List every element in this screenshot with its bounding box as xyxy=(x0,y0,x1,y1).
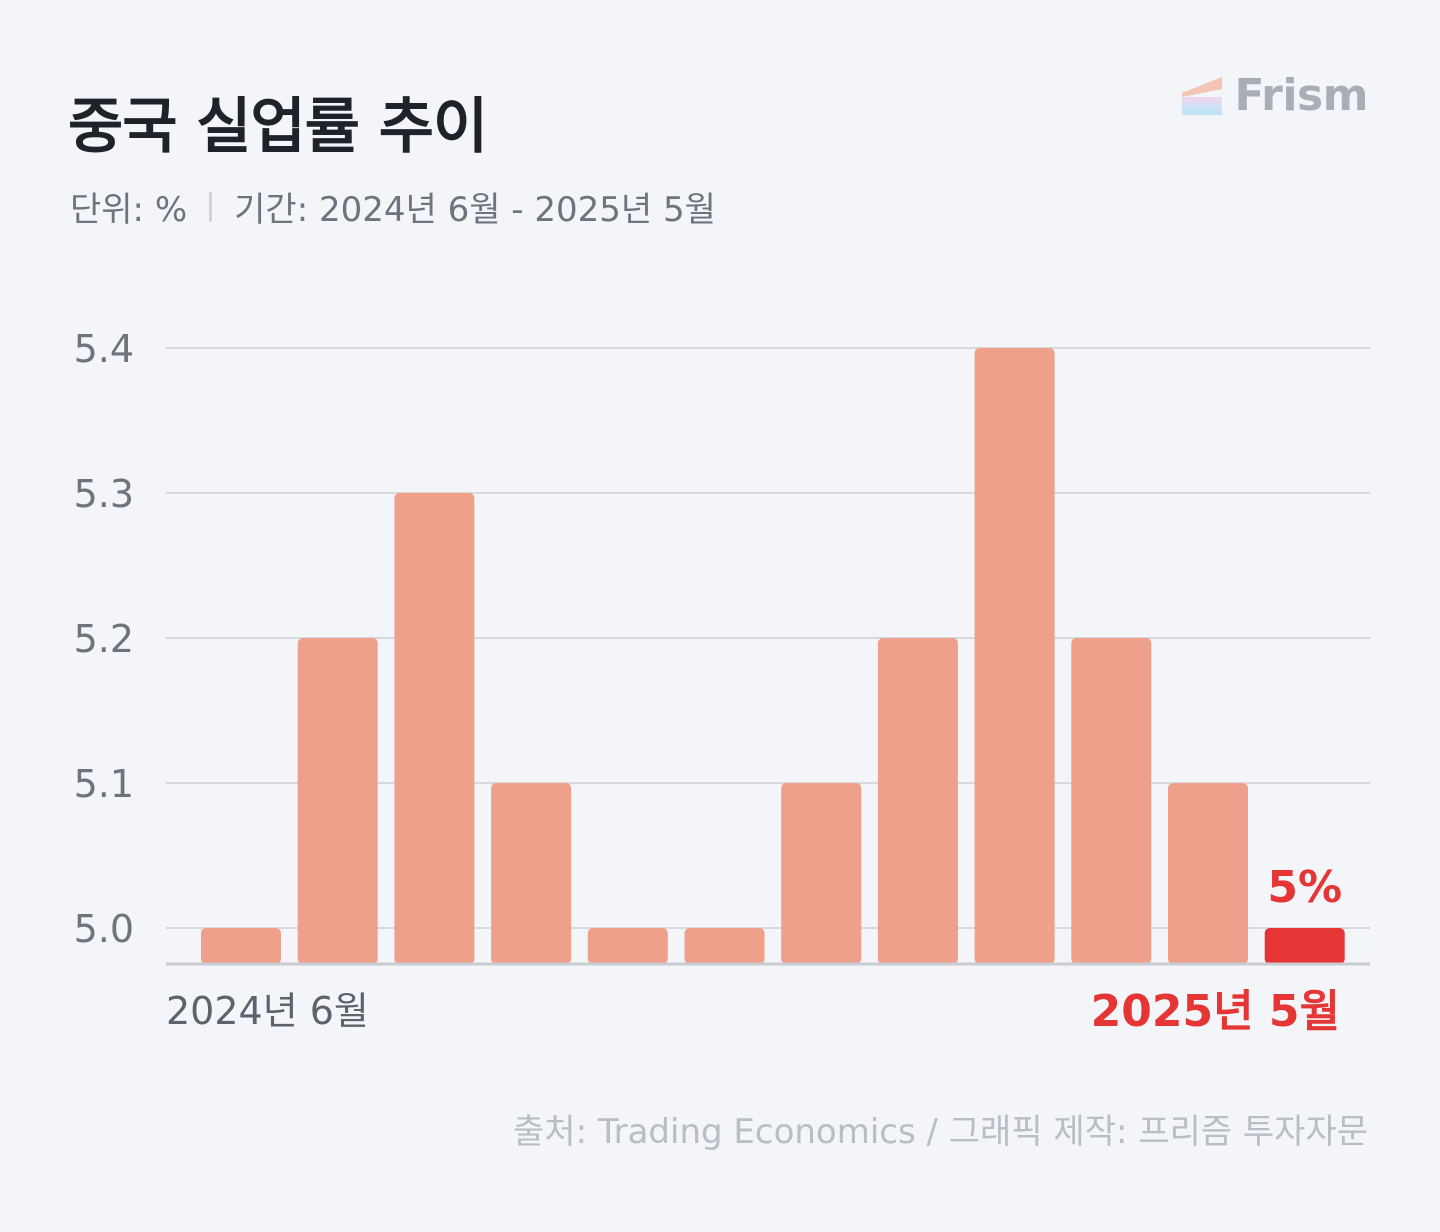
bar xyxy=(491,783,572,964)
brand-logo: Frism xyxy=(1182,70,1368,121)
source-note: 출처: Trading Economics / 그래픽 제작: 프리즘 투자자문 xyxy=(513,1112,1368,1152)
x-tick-label-last: 2025년 5월 xyxy=(1091,986,1340,1037)
chart-title: 중국 실업률 추이 xyxy=(68,92,488,162)
chart-subtitle: 단위: % 기간: 2024년 6월 - 2025년 5월 xyxy=(70,182,716,231)
bar xyxy=(587,928,668,964)
y-tick-label: 5.4 xyxy=(74,327,134,371)
bar xyxy=(394,493,475,964)
bar xyxy=(974,348,1055,964)
subtitle-divider xyxy=(209,191,213,222)
brand-name: Frism xyxy=(1234,70,1368,121)
bar xyxy=(684,928,765,964)
bar xyxy=(1071,638,1152,964)
bar xyxy=(201,928,281,964)
bar xyxy=(877,638,958,964)
bar xyxy=(781,783,862,964)
y-tick-label: 5.3 xyxy=(74,472,134,516)
y-tick-label: 5.2 xyxy=(74,617,134,661)
highlight-value-label: 5% xyxy=(1267,862,1342,913)
period-label: 기간: 2024년 6월 - 2025년 5월 xyxy=(234,190,716,230)
frism-logo-icon xyxy=(1182,76,1223,115)
bar-highlight xyxy=(1264,928,1345,964)
bar xyxy=(297,638,378,964)
y-tick-label: 5.1 xyxy=(74,762,134,806)
bar xyxy=(1168,783,1248,964)
y-tick-label: 5.0 xyxy=(74,907,134,951)
unit-label: 단위: % xyxy=(70,190,188,230)
x-tick-label-first: 2024년 6월 xyxy=(166,989,369,1033)
